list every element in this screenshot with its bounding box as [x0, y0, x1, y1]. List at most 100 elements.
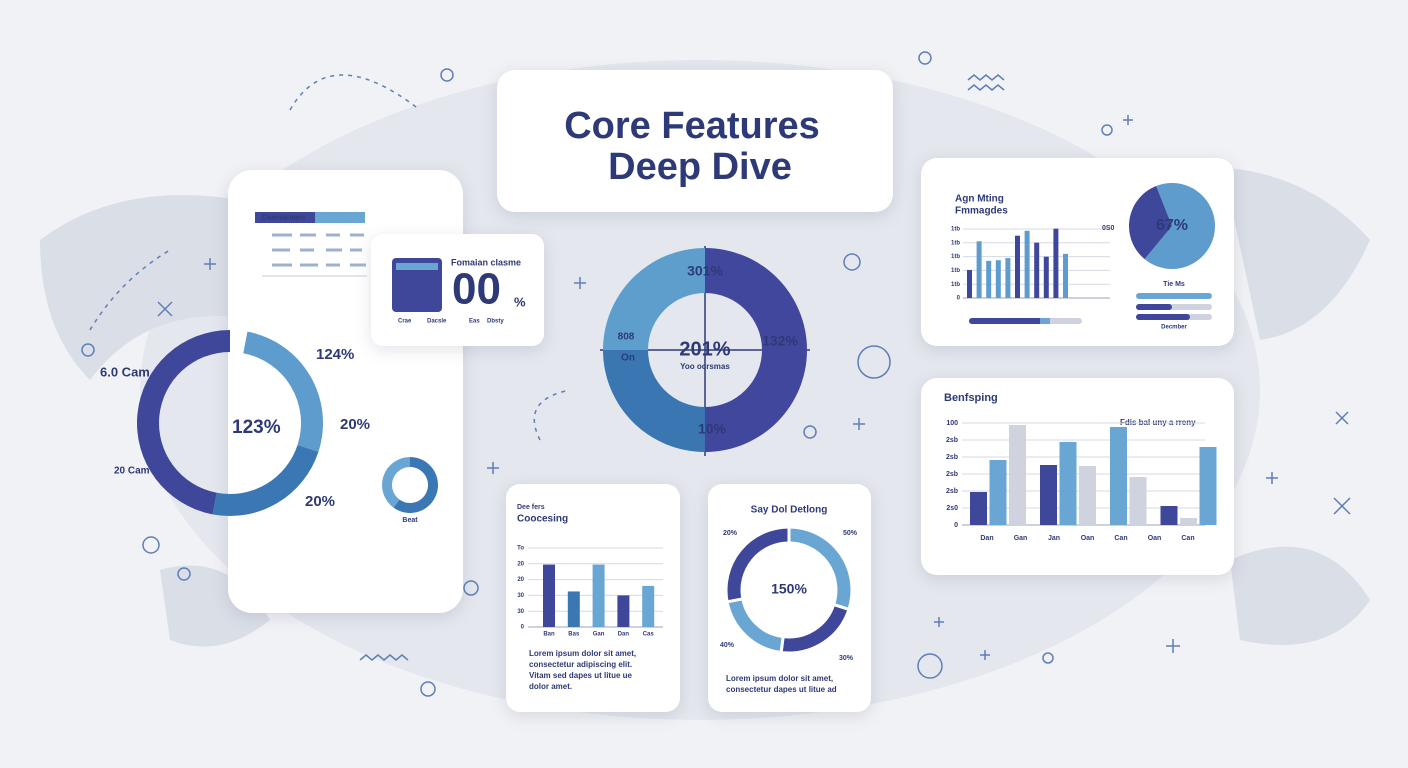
y-tick-label: 1tb: [951, 240, 960, 246]
y-tick-label: 0: [954, 522, 958, 529]
card-title: Coocesing: [517, 514, 568, 525]
bar: [1199, 447, 1217, 525]
bar: [1160, 506, 1178, 525]
bar: [1034, 242, 1040, 298]
bar: [989, 460, 1007, 525]
card-title: Agn Mting: [955, 194, 1004, 205]
y-tick-label: 30: [517, 593, 524, 599]
right-mid-card: [921, 378, 1234, 575]
x-tick-label: Ban: [543, 632, 555, 638]
bar: [617, 595, 630, 627]
donut-sub: Yoo ocrsmas: [680, 362, 730, 371]
bar: [1063, 253, 1068, 298]
donut-label: 301%: [687, 263, 723, 279]
bar: [642, 585, 655, 627]
x-tick-label: Can: [1114, 535, 1127, 542]
bar: [967, 270, 972, 298]
bar: [1180, 518, 1197, 525]
donut-label: On: [621, 353, 635, 364]
ring-center: 150%: [771, 581, 807, 597]
y-tick-label: 1tb: [951, 282, 960, 288]
donut-label: 808: [618, 332, 635, 343]
bar: [1005, 258, 1011, 298]
ring-segment: [393, 457, 439, 513]
pie-label: 67%: [1156, 217, 1188, 234]
ring-segment: [603, 248, 705, 350]
ring-label: 20%: [305, 493, 335, 510]
x-tick-label: Cas: [643, 632, 655, 638]
body-text: Vitam sed dapes ut litue ue: [529, 671, 633, 680]
big-unit: %: [514, 294, 526, 309]
mini-card-label: Dacsle: [427, 319, 447, 325]
ring-segment: [136, 330, 230, 515]
x-tick-label: Oan: [1148, 535, 1162, 542]
ring-label: 124%: [316, 346, 354, 363]
y-tick-label: 1tb: [951, 254, 960, 260]
x-tick-label: Bas: [568, 632, 580, 638]
ring-label: 20%: [723, 530, 738, 537]
ring-segment: [212, 444, 319, 516]
body-text: Lorem ipsum dolor sit amet,: [726, 674, 833, 683]
card-title: Dee fers: [517, 504, 545, 511]
y-tick-label: 0: [957, 296, 961, 302]
ring-label: 20%: [340, 416, 370, 433]
bar: [1053, 228, 1059, 298]
ring-segment: [243, 331, 323, 452]
ring-segment: [1129, 186, 1172, 260]
side-label: 0S0: [1102, 225, 1115, 232]
donut-label: 132%: [762, 333, 798, 349]
y-tick-label: 100: [946, 420, 958, 427]
mini-label: Beat: [402, 517, 418, 524]
x-tick-label: Oan: [1081, 535, 1095, 542]
bar: [567, 591, 580, 627]
bar: [986, 260, 992, 298]
mini-card-label: Eas: [469, 319, 480, 325]
bar: [970, 492, 987, 525]
bar: [1040, 465, 1057, 525]
body-text: dolor amet.: [529, 682, 572, 691]
bar: [1015, 235, 1020, 298]
x-tick-label: Can: [1181, 535, 1194, 542]
bar: [1079, 466, 1096, 525]
title: Deep Dive: [608, 146, 792, 188]
y-tick-label: To: [517, 546, 524, 552]
y-tick-label: 1tb: [951, 268, 960, 274]
bar: [995, 260, 1001, 298]
y-tick-label: 20: [517, 577, 524, 583]
ring-label: 30%: [839, 655, 854, 662]
y-tick-label: 2sb: [946, 488, 958, 495]
x-tick-label: Gan: [593, 632, 605, 638]
layout-details: [255, 212, 1212, 456]
mini-card-label: Dbsty: [487, 319, 504, 325]
bar: [1059, 442, 1077, 525]
ring-label: 50%: [843, 530, 858, 537]
y-tick-label: 1tb: [951, 227, 960, 233]
bar: [1009, 425, 1026, 525]
y-tick-label: 2sb: [946, 454, 958, 461]
bar: [1024, 230, 1030, 298]
y-tick-label: 2sb: [946, 437, 958, 444]
bar: [1110, 427, 1127, 525]
ring-segment: [603, 350, 705, 452]
title-card: [497, 70, 893, 212]
donut-center: 201%: [679, 338, 730, 360]
ring-center: 123%: [232, 417, 281, 438]
title: Core Features: [564, 105, 820, 147]
legend-title: Tie Ms: [1163, 281, 1185, 288]
ring-segment: [705, 248, 807, 452]
y-tick-label: 2sb: [946, 471, 958, 478]
x-tick-label: Dan: [618, 632, 630, 638]
bar: [1129, 477, 1147, 525]
y-tick-label: 0: [521, 625, 525, 631]
x-tick-label: Gan: [1014, 535, 1028, 542]
card-title: Fomaian clasme: [451, 257, 521, 267]
body-text: consectetur adipiscing elit.: [529, 660, 632, 669]
donut-label: 10%: [698, 421, 727, 437]
decorations: [81, 51, 1351, 697]
x-tick-label: Jan: [1048, 535, 1060, 542]
bar: [976, 241, 982, 298]
side-label: 20 Cam: [114, 466, 150, 477]
footer: Decmber: [1161, 325, 1187, 331]
ring-segment: [382, 457, 410, 508]
ring-label: 40%: [720, 642, 735, 649]
